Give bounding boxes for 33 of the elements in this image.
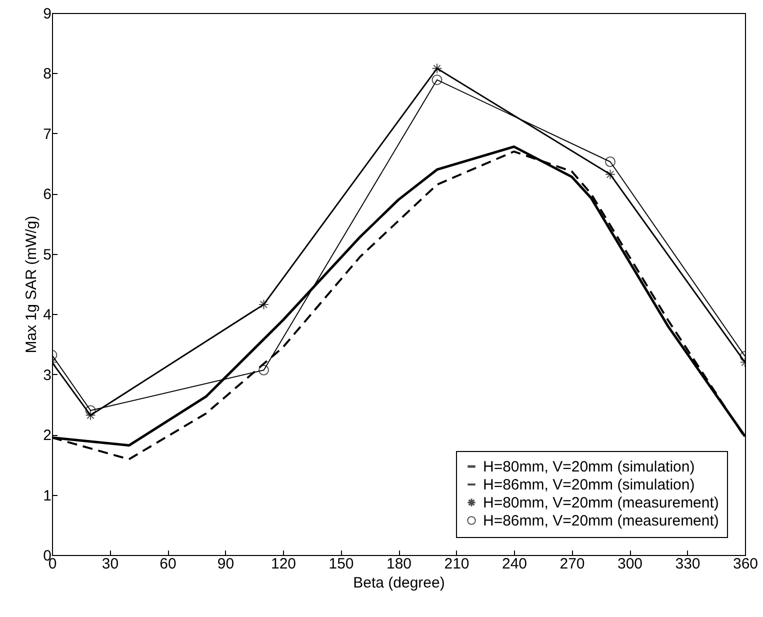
x-tick-label: 180	[386, 556, 412, 572]
y-tick-label: 7	[43, 126, 52, 143]
x-tick-label: 30	[102, 556, 119, 572]
point	[258, 299, 269, 310]
y-tick-label: 3	[43, 366, 52, 384]
x-tick-label: 270	[560, 556, 585, 572]
legend-label: H=80mm, V=20mm (measurement)	[483, 494, 719, 512]
x-tick-label: 150	[328, 556, 354, 572]
x-tick-label: 330	[675, 556, 700, 572]
point	[605, 156, 616, 167]
y-tick-label: 1	[43, 487, 52, 504]
legend-label: H=80mm, V=20mm (simulation)	[483, 458, 695, 476]
point	[605, 169, 616, 180]
x-tick-label: 360	[732, 556, 758, 572]
point	[432, 74, 442, 86]
legend-label: H=86mm, V=20mm (simulation)	[483, 476, 695, 494]
y-tick-label: 9	[43, 6, 52, 22]
x-axis-title: Beta (degree)	[353, 574, 445, 592]
x-tick-label: 240	[502, 556, 528, 572]
y-tick-label: 4	[43, 306, 52, 324]
y-tick-label: 2	[43, 427, 52, 444]
x-tick-label: 300	[617, 556, 643, 572]
y-tick-label: 8	[43, 66, 52, 83]
point	[258, 364, 269, 376]
x-tick-label: 90	[217, 556, 234, 572]
point	[432, 63, 442, 74]
y-tick-label: 5	[43, 246, 52, 264]
x-tick-label: 60	[160, 556, 176, 572]
x-tick-label: 210	[444, 556, 470, 572]
legend-label: H=86mm, V=20mm (measurement)	[483, 512, 719, 530]
y-tick-label: 6	[43, 186, 52, 204]
x-tick-label: 120	[270, 556, 296, 572]
y-axis-title: Max 1g SAR (mW/g)	[23, 216, 40, 354]
